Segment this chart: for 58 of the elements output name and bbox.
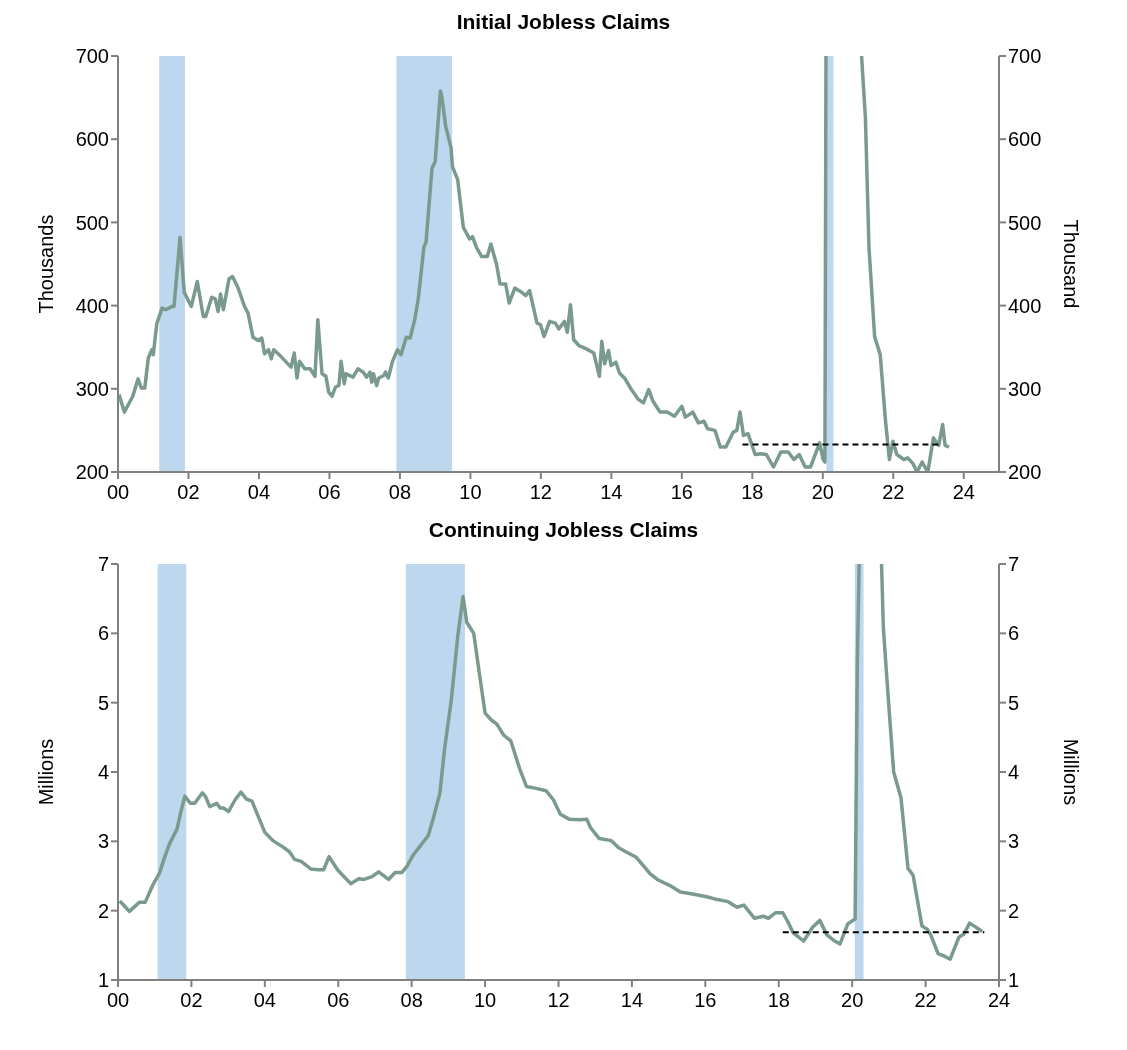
y2-tick-label: 300 xyxy=(1008,377,1042,400)
x-tick-label: 02 xyxy=(177,481,200,504)
y-tick-label: 4 xyxy=(97,761,109,784)
x-tick-label: 06 xyxy=(327,989,350,1012)
x-tick-label: 14 xyxy=(600,481,623,504)
chart-title: Continuing Jobless Claims xyxy=(427,517,700,543)
y2-tick-label: 5 xyxy=(1008,691,1020,714)
y-axis-title: Thousands xyxy=(35,214,58,314)
y2-tick-label: 700 xyxy=(1008,45,1042,68)
y2-tick-label: 200 xyxy=(1008,461,1042,484)
x-tick-label: 08 xyxy=(400,989,423,1012)
x-tick-label: 16 xyxy=(670,481,693,504)
y2-tick-label: 1 xyxy=(1008,969,1020,992)
x-tick-label: 22 xyxy=(914,989,937,1012)
y-tick-label: 6 xyxy=(97,622,109,645)
y-tick-label: 1 xyxy=(97,969,109,992)
x-tick-label: 10 xyxy=(473,989,497,1012)
y2-tick-label: 400 xyxy=(1008,294,1042,317)
y-axis-title: Millions xyxy=(35,738,58,806)
y-tick-label: 2 xyxy=(97,899,109,922)
x-tick-label: 18 xyxy=(767,989,790,1012)
x-tick-label: 10 xyxy=(459,481,482,504)
y-tick-label: 7 xyxy=(97,553,109,576)
x-tick-label: 14 xyxy=(620,989,644,1012)
y2-tick-label: 3 xyxy=(1008,830,1020,853)
y-tick-label: 200 xyxy=(75,461,109,484)
y-tick-label: 700 xyxy=(75,45,109,68)
x-tick-label: 00 xyxy=(106,481,130,504)
x-tick-label: 18 xyxy=(741,481,764,504)
y2-tick-label: 2 xyxy=(1008,899,1020,922)
x-tick-label: 00 xyxy=(106,989,130,1012)
x-tick-label: 04 xyxy=(253,989,276,1012)
y2-tick-label: 7 xyxy=(1008,553,1020,576)
y2-tick-label: 6 xyxy=(1008,622,1020,645)
y-tick-label: 5 xyxy=(97,691,109,714)
y2-tick-label: 600 xyxy=(1008,128,1042,151)
chart-title: Initial Jobless Claims xyxy=(455,9,672,35)
y-tick-label: 500 xyxy=(75,211,109,234)
y-tick-label: 300 xyxy=(75,377,109,400)
x-tick-label: 16 xyxy=(694,989,717,1012)
x-tick-label: 20 xyxy=(841,989,864,1012)
y-tick-label: 600 xyxy=(75,128,109,151)
y-tick-label: 400 xyxy=(75,294,109,317)
y2-tick-label: 4 xyxy=(1008,761,1020,784)
x-tick-label: 08 xyxy=(388,481,412,504)
x-tick-label: 24 xyxy=(952,481,975,504)
y2-tick-label: 500 xyxy=(1008,211,1042,234)
x-tick-label: 24 xyxy=(987,989,1011,1012)
x-tick-label: 12 xyxy=(529,481,553,504)
x-tick-label: 22 xyxy=(882,481,905,504)
y2-axis-title: Millions xyxy=(1059,738,1082,806)
x-tick-label: 02 xyxy=(180,989,203,1012)
y-tick-label: 3 xyxy=(97,830,109,853)
x-tick-label: 06 xyxy=(318,481,341,504)
x-tick-label: 20 xyxy=(811,481,834,504)
y2-axis-title: Thousand xyxy=(1059,219,1082,309)
x-tick-label: 04 xyxy=(247,481,271,504)
x-tick-label: 12 xyxy=(547,989,570,1012)
